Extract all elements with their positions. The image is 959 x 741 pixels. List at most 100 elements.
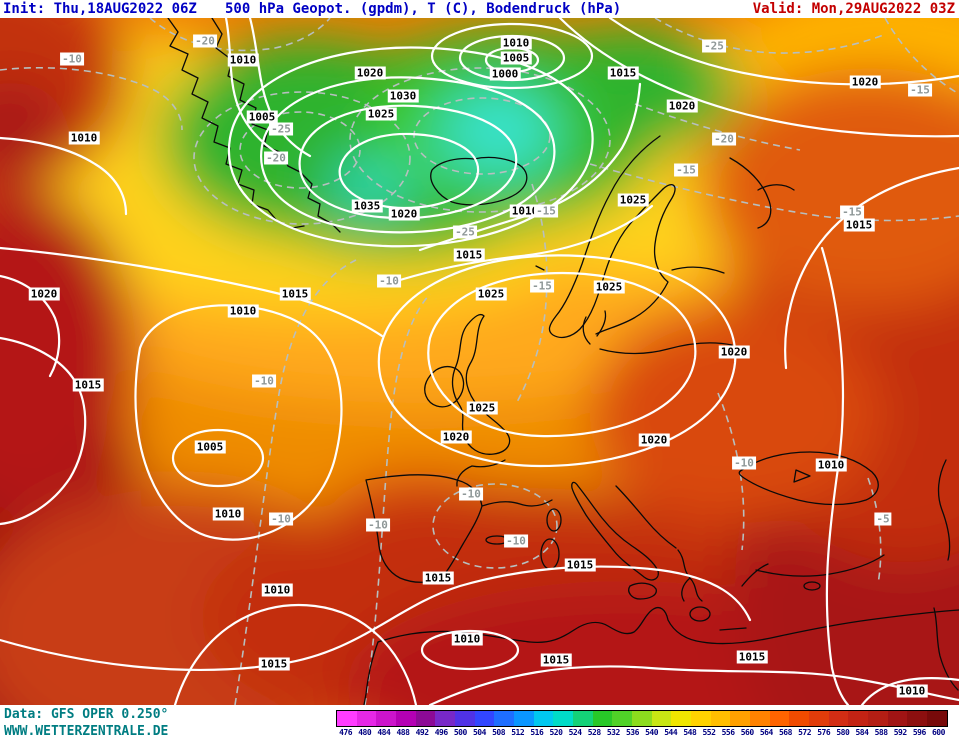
temperature-color-field: [0, 18, 959, 705]
colorbar-tick: 576: [817, 728, 831, 737]
pressure-label: 1035: [351, 199, 383, 213]
colorbar-tick: 544: [664, 728, 678, 737]
colorbar-tick: 540: [645, 728, 659, 737]
colorbar-tick: 592: [893, 728, 907, 737]
pressure-label: 1010: [261, 583, 293, 597]
pressure-label: 1005: [194, 440, 226, 454]
map-labels: 1010 1020 1030 1025 1005 1010 1005 1000 1015 1020…: [0, 18, 959, 705]
colorbar-segment: [671, 711, 692, 726]
colorbar-tick: 520: [549, 728, 563, 737]
page-title: 500 hPa Geopot. (gpdm), T (C), Bodendruc…: [225, 1, 622, 17]
colorbar-tick: 580: [836, 728, 850, 737]
title-bar: Init: Thu,18AUG2022 06Z 500 hPa Geopot. …: [0, 0, 959, 18]
colorbar-segment: [415, 711, 436, 726]
pressure-label: 1020: [666, 99, 698, 113]
colorbar-segment: [710, 711, 731, 726]
colorbar-segment: [592, 711, 613, 726]
temp-label: -10: [377, 274, 401, 288]
pressure-label: 1015: [72, 378, 104, 392]
colorbar-tick: 528: [587, 728, 601, 737]
pressure-label: 1015: [843, 218, 875, 232]
temp-label: -20: [712, 132, 736, 146]
temp-label: -20: [264, 151, 288, 165]
pressure-label: 1020: [718, 345, 750, 359]
colorbar-tick: 492: [415, 728, 429, 737]
colorbar-tick: 552: [702, 728, 716, 737]
colorbar-tick: 568: [778, 728, 792, 737]
colorbar-tick: 536: [625, 728, 639, 737]
temp-label: -15: [840, 205, 864, 219]
pressure-label: 1020: [354, 66, 386, 80]
colorbar-segment: [907, 711, 928, 726]
pressure-label: 1015: [607, 66, 639, 80]
colorbar-tick: 596: [912, 728, 926, 737]
pressure-label: 1010: [815, 458, 847, 472]
colorbar-segment: [337, 711, 357, 726]
pressure-label: 1010: [451, 632, 483, 646]
pressure-label: 1025: [475, 287, 507, 301]
pressure-label: 1025: [593, 280, 625, 294]
temp-label: -15: [908, 83, 932, 97]
colorbar-segment: [376, 711, 397, 726]
colorbar-segment: [455, 711, 475, 726]
colorbar-tick: 584: [855, 728, 869, 737]
pressure-label: 1005: [500, 51, 532, 65]
colorbar-tick: 516: [530, 728, 544, 737]
colorbar-tick: 524: [568, 728, 582, 737]
colorbar-segment: [553, 711, 574, 726]
colorbar-tick: 496: [434, 728, 448, 737]
colorbar-segment: [691, 711, 711, 726]
colorbar-segment: [396, 711, 416, 726]
colorbar-tick: 532: [606, 728, 620, 737]
colorbar-tick: 556: [721, 728, 735, 737]
colorbar-tick: 572: [798, 728, 812, 737]
temp-label: -10: [459, 487, 483, 501]
colorbar-tick: 548: [683, 728, 697, 737]
colorbar-segment: [651, 711, 672, 726]
temp-label: -15: [674, 163, 698, 177]
colorbar-segment: [769, 711, 790, 726]
colorbar-segment: [533, 711, 554, 726]
pressure-label: 1025: [365, 107, 397, 121]
pressure-label: 1010: [500, 36, 532, 50]
colorbar-segment: [632, 711, 652, 726]
pressure-label: 1025: [617, 193, 649, 207]
colorbar-segment: [868, 711, 888, 726]
colorbar-tick: 560: [740, 728, 754, 737]
colorbar-segment: [887, 711, 908, 726]
colorbar-tick: 476: [339, 728, 353, 737]
colorbar-segment: [848, 711, 869, 726]
colorbar-segment: [435, 711, 456, 726]
pressure-label: 1010: [212, 507, 244, 521]
pressure-label: 1005: [246, 110, 278, 124]
colorbar-segment: [612, 711, 633, 726]
pressure-label: 1015: [453, 248, 485, 262]
temp-label: -25: [453, 225, 477, 239]
colorbar-tick: 480: [358, 728, 372, 737]
temp-label: -25: [702, 39, 726, 53]
temp-label: -25: [269, 122, 293, 136]
colorbar-tick: 484: [377, 728, 391, 737]
pressure-label: 1010: [896, 684, 928, 698]
pressure-label: 1015: [279, 287, 311, 301]
colorbar-tick: 512: [511, 728, 525, 737]
colorbar-segment: [828, 711, 849, 726]
weather-map-canvas: [0, 18, 959, 705]
temp-label: -10: [60, 52, 84, 66]
colorbar-segment: [356, 711, 377, 726]
colorbar-segments: [336, 710, 948, 727]
temp-label: -15: [534, 204, 558, 218]
temp-label: -10: [269, 512, 293, 526]
colorbar: 476 480 484 488 492 496 500 504 508 512 516 520 524 5…: [336, 710, 948, 737]
pressure-label: 1015: [540, 653, 572, 667]
temp-label: -10: [366, 518, 390, 532]
pressure-label: 1015: [422, 571, 454, 585]
temp-label: -10: [504, 534, 528, 548]
pressure-label: 1025: [466, 401, 498, 415]
temp-label: -20: [193, 34, 217, 48]
pressure-label: 1020: [440, 430, 472, 444]
temp-label: -10: [252, 374, 276, 388]
pressure-label: 1000: [489, 67, 521, 81]
temp-label: -5: [874, 512, 892, 526]
pressure-label: 1020: [638, 433, 670, 447]
